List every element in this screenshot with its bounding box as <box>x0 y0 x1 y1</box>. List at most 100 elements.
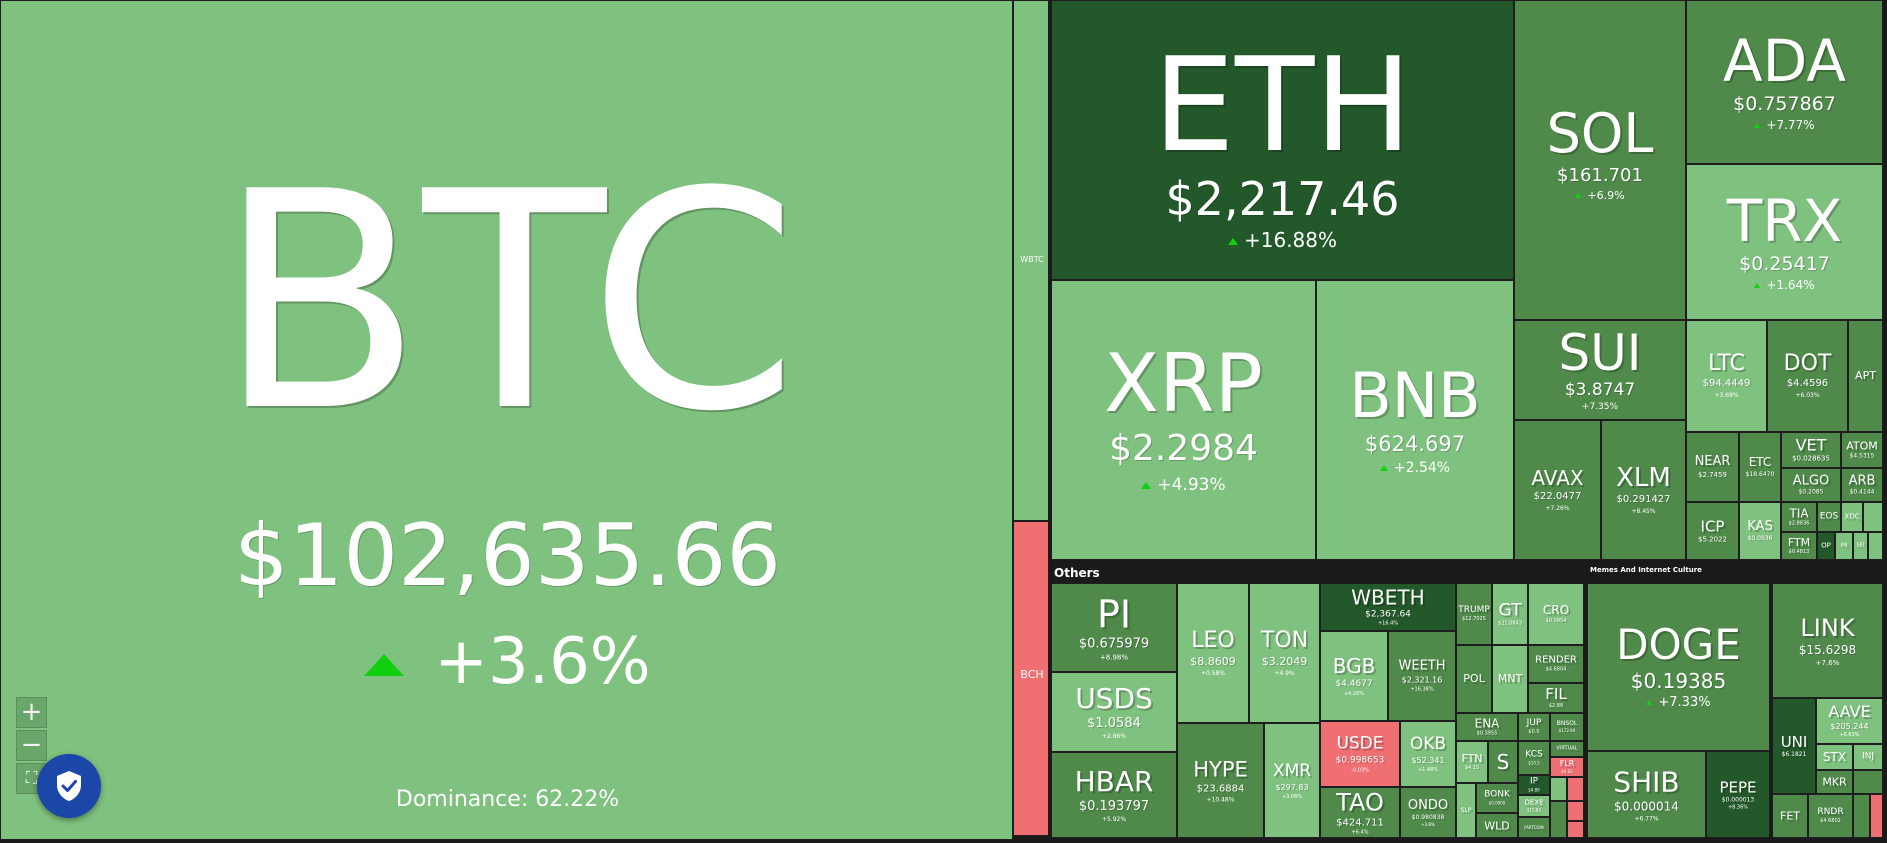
tile-ftn[interactable]: FTN $4.15 <box>1456 741 1488 783</box>
tile-rndr[interactable]: RNDR $4.6802 <box>1808 794 1853 838</box>
tile-sei[interactable]: SEI <box>1853 532 1868 560</box>
tile-hype[interactable]: HYPE $23.6884 +10.48% <box>1177 723 1264 838</box>
tile-s[interactable]: S <box>1488 741 1518 783</box>
tile-cro[interactable]: CRO $0.0954 <box>1528 583 1584 645</box>
tile-symbol: HYPE <box>1193 757 1248 781</box>
privacy-shield-button[interactable] <box>37 754 101 818</box>
tile-price: $4.89 <box>1528 787 1540 793</box>
tile-hbar[interactable]: HBAR $0.193797 +5.92% <box>1051 752 1177 838</box>
tile-symbol: DEXE <box>1524 798 1544 807</box>
tile-small-red-e[interactable] <box>1567 821 1584 838</box>
tile-eth[interactable]: ETH $2,217.46 +16.88% <box>1051 0 1514 280</box>
tile-stx[interactable]: STX <box>1816 744 1853 770</box>
tile-small-grn-d[interactable] <box>1550 801 1567 838</box>
tile-apt[interactable]: APT <box>1848 320 1883 432</box>
tile-wbtc[interactable]: WBTC <box>1013 0 1049 521</box>
tile-fil[interactable]: FIL $2.88 <box>1528 683 1584 713</box>
tile-mnt[interactable]: MNT <box>1492 645 1528 713</box>
tile-xmr[interactable]: XMR $297.83 +3.06% <box>1264 723 1320 838</box>
tile-kcs[interactable]: KCS $10.5 <box>1518 741 1550 775</box>
tile-small-red-c[interactable] <box>1567 801 1584 821</box>
tile-algo[interactable]: ALGO $0.2085 <box>1781 468 1841 502</box>
tile-small-green-2[interactable] <box>1868 532 1883 560</box>
tile-doge[interactable]: DOGE $0.19385 +7.33% <box>1587 583 1770 751</box>
tile-pi[interactable]: PI $0.675979 +8.98% <box>1051 583 1177 672</box>
tile-ondo[interactable]: ONDO $0.980838 +3.8% <box>1400 787 1456 838</box>
tile-small-red-a[interactable] <box>1550 777 1567 801</box>
tile-sui[interactable]: SUI $3.8747 +7.35% <box>1514 320 1686 420</box>
tile-usde[interactable]: USDE $0.998653 -0.03% <box>1320 721 1400 787</box>
tile-price: $172.94 <box>1558 728 1576 733</box>
tile-small-link-grn[interactable] <box>1853 770 1883 794</box>
tile-ftm[interactable]: FTM $0.4813 <box>1781 532 1817 560</box>
tile-tao[interactable]: TAO $424.711 +6.4% <box>1320 787 1400 838</box>
tile-flr[interactable]: FLR $0.02 <box>1550 757 1584 777</box>
tile-xrp[interactable]: XRP $2.2984 +4.93% <box>1051 280 1316 560</box>
tile-render[interactable]: RENDER $4.6804 <box>1528 645 1584 683</box>
tile-aave[interactable]: AAVE $205.244 +6.63% <box>1816 698 1883 744</box>
tile-sol[interactable]: SOL $161.701 +6.9% <box>1514 0 1686 320</box>
tile-ena[interactable]: ENA $0.3955 <box>1456 713 1518 741</box>
tile-shib[interactable]: SHIB $0.000014 +6.77% <box>1587 751 1706 838</box>
tile-inj-top[interactable]: INJ <box>1835 532 1853 560</box>
tile-small-red-b[interactable] <box>1567 777 1584 801</box>
tile-price: $0.193797 <box>1078 799 1150 814</box>
tile-link[interactable]: LINK $15.6298 +7.6% <box>1772 583 1883 698</box>
tile-mkr[interactable]: MKR <box>1816 770 1853 794</box>
tile-xdc[interactable]: XDC <box>1841 502 1863 532</box>
tile-weeth[interactable]: WEETH $2,321.16 +16.38% <box>1388 631 1456 721</box>
tile-uni[interactable]: UNI $6.1821 <box>1772 698 1816 794</box>
tile-gt[interactable]: GT $21.0843 <box>1492 583 1528 645</box>
tile-ip[interactable]: IP $4.89 <box>1518 775 1550 795</box>
tile-symbol: ETC <box>1748 455 1772 469</box>
tile-bnsol[interactable]: BNSOL $172.94 <box>1550 713 1584 741</box>
tile-wld[interactable]: WLD <box>1476 813 1518 838</box>
tile-bch[interactable]: BCH <box>1013 521 1049 836</box>
tile-pepe[interactable]: PEPE $0.000013 +8.36% <box>1706 751 1770 838</box>
tile-inj[interactable]: INJ <box>1853 744 1883 770</box>
tile-etc[interactable]: ETC $18.6470 <box>1739 432 1781 502</box>
tile-small-memes-a[interactable] <box>1853 794 1870 838</box>
tile-small-green[interactable] <box>1863 502 1883 532</box>
tile-vet[interactable]: VET $0.028635 <box>1781 432 1841 468</box>
tile-symbol: CRO <box>1542 603 1570 617</box>
tile-arb[interactable]: ARB $0.4144 <box>1841 468 1883 502</box>
tile-slp[interactable]: SLP <box>1456 783 1476 838</box>
zoom-out-button[interactable]: − <box>16 730 47 761</box>
tile-xlm[interactable]: XLM $0.291427 +8.45% <box>1601 420 1686 560</box>
tile-jup[interactable]: JUP $0.5 <box>1518 713 1550 741</box>
tile-icp[interactable]: ICP $5.2022 <box>1686 502 1739 560</box>
tile-small-memes-red[interactable] <box>1870 794 1883 838</box>
tile-fet[interactable]: FET <box>1772 794 1808 838</box>
tile-ada[interactable]: ADA $0.757867 +7.77% <box>1686 0 1883 164</box>
tile-symbol: USDS <box>1075 682 1153 715</box>
zoom-in-button[interactable]: + <box>16 697 47 728</box>
tile-avax[interactable]: AVAX $22.0477 +7.26% <box>1514 420 1601 560</box>
tile-symbol: APT <box>1855 369 1876 382</box>
tile-bonk[interactable]: BONK $0.0000 <box>1476 783 1518 813</box>
tile-bnb[interactable]: BNB $624.697 +2.54% <box>1316 280 1514 560</box>
tile-eos[interactable]: EOS <box>1817 502 1841 532</box>
tile-fartcoin[interactable]: FARTCOIN <box>1518 817 1550 838</box>
tile-near[interactable]: NEAR $2.7459 <box>1686 432 1739 502</box>
tile-bgb[interactable]: BGB $4.4677 +4.26% <box>1320 631 1388 721</box>
tile-price: $2.8836 <box>1788 520 1810 527</box>
tile-trx[interactable]: TRX $0.25417 +1.64% <box>1686 164 1883 320</box>
tile-change: +4.9% <box>1274 670 1295 677</box>
tile-wbeth[interactable]: WBETH $2,367.64 +16.4% <box>1320 583 1456 631</box>
tile-atom[interactable]: ATOM $4.5315 <box>1841 432 1883 468</box>
tile-leo[interactable]: LEO $8.8609 +0.58% <box>1177 583 1249 723</box>
tile-okb[interactable]: OKB $52.341 +1.48% <box>1400 721 1456 787</box>
tile-tia[interactable]: TIA $2.8836 <box>1781 502 1817 532</box>
tile-virtual[interactable]: VIRTUAL <box>1550 741 1584 757</box>
tile-ltc[interactable]: LTC $94.4449 +3.69% <box>1686 320 1767 432</box>
tile-op[interactable]: OP <box>1817 532 1835 560</box>
tile-usds[interactable]: USDS $1.0584 +2.86% <box>1051 672 1177 752</box>
tile-btc[interactable]: BTC $102,635.66 +3.6% Dominance: 62.22% <box>0 0 1013 840</box>
tile-trump[interactable]: TRUMP $12.7025 <box>1456 583 1492 645</box>
tile-dot[interactable]: DOT $4.4596 +6.03% <box>1767 320 1848 432</box>
tile-ton[interactable]: TON $3.2049 +4.9% <box>1249 583 1320 723</box>
tile-pol[interactable]: POL <box>1456 645 1492 713</box>
tile-kas[interactable]: KAS $0.0936 <box>1739 502 1781 560</box>
tile-dexe[interactable]: DEXE $15.82 <box>1518 795 1550 817</box>
